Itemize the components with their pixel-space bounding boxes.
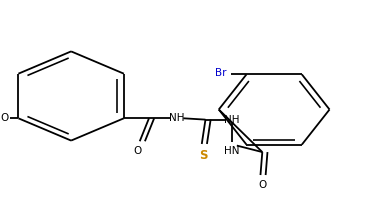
Text: Br: Br xyxy=(215,68,226,78)
Text: NH: NH xyxy=(224,115,240,125)
Text: S: S xyxy=(199,149,208,162)
Text: O: O xyxy=(134,146,142,156)
Text: O: O xyxy=(258,180,266,190)
Text: O: O xyxy=(0,113,8,123)
Text: NH: NH xyxy=(169,113,184,123)
Text: HN: HN xyxy=(224,146,240,156)
